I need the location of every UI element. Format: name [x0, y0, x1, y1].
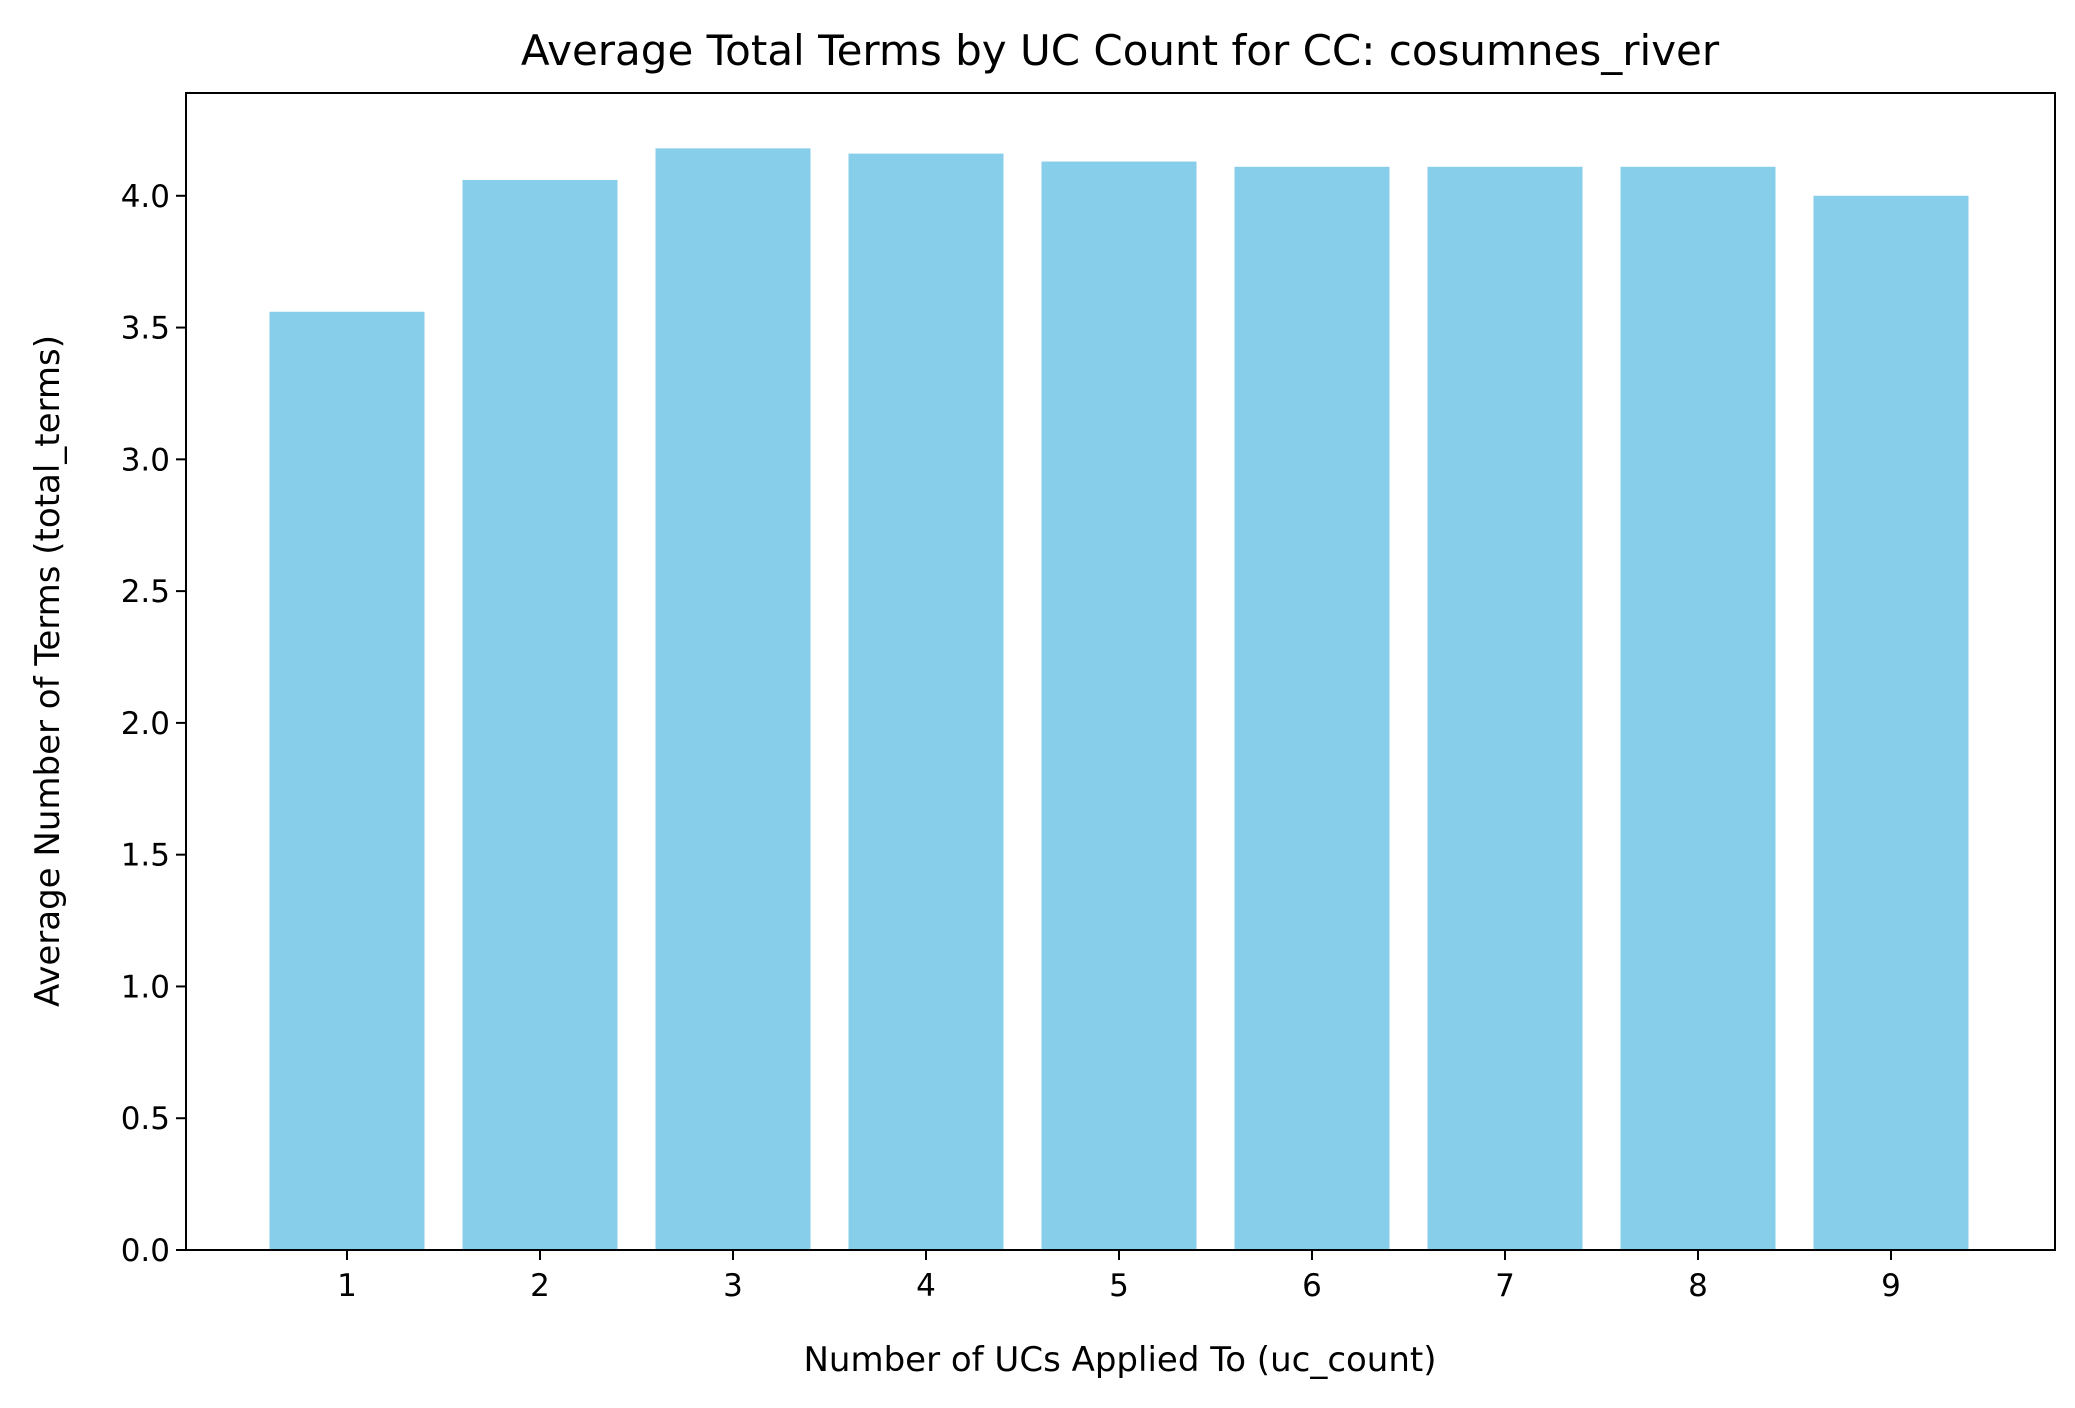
x-tick-label-3: 3	[723, 1268, 743, 1304]
x-tick-label-9: 9	[1881, 1268, 1901, 1304]
x-tick-label-8: 8	[1688, 1268, 1708, 1304]
bar-4	[848, 153, 1004, 1250]
y-tick-label-2.5: 2.5	[121, 574, 170, 610]
x-tick-label-2: 2	[530, 1268, 550, 1304]
y-tick-label-0.5: 0.5	[121, 1101, 170, 1137]
y-tick-label-3.0: 3.0	[121, 442, 170, 478]
bar-3	[655, 148, 811, 1251]
bar-5	[1041, 161, 1197, 1250]
x-axis-label: Number of UCs Applied To (uc_count)	[803, 1340, 1436, 1380]
bar-9	[1813, 195, 1969, 1250]
bar-2	[462, 179, 618, 1251]
bar-7	[1427, 166, 1583, 1251]
y-tick-label-3.5: 3.5	[121, 311, 170, 347]
y-tick-label-1.5: 1.5	[121, 838, 170, 874]
plot-frame	[185, 92, 2056, 1251]
bar-1	[269, 311, 425, 1251]
x-axis-ticks: 1 2 3 4 5 6 7 8 9	[337, 1250, 1901, 1304]
x-tick-label-6: 6	[1302, 1268, 1322, 1304]
x-tick-label-5: 5	[1109, 1268, 1129, 1304]
x-tick-label-7: 7	[1495, 1268, 1515, 1304]
y-tick-label-4.0: 4.0	[121, 179, 170, 215]
y-axis-label: Average Number of Terms (total_terms)	[28, 335, 68, 1007]
y-tick-label-1.0: 1.0	[121, 969, 170, 1005]
bars-group	[269, 148, 1969, 1251]
x-tick-label-1: 1	[337, 1268, 357, 1304]
x-tick-label-4: 4	[916, 1268, 936, 1304]
bar-8	[1620, 166, 1776, 1251]
chart-title: Average Total Terms by UC Count for CC: …	[521, 26, 1720, 75]
y-tick-label-2.0: 2.0	[121, 706, 170, 742]
y-tick-label-0.0: 0.0	[121, 1233, 170, 1269]
bar-6	[1234, 166, 1390, 1251]
y-axis-ticks: 0.0 0.5 1.0 1.5 2.0 2.5 3.0 3.5 4.0	[121, 179, 186, 1269]
